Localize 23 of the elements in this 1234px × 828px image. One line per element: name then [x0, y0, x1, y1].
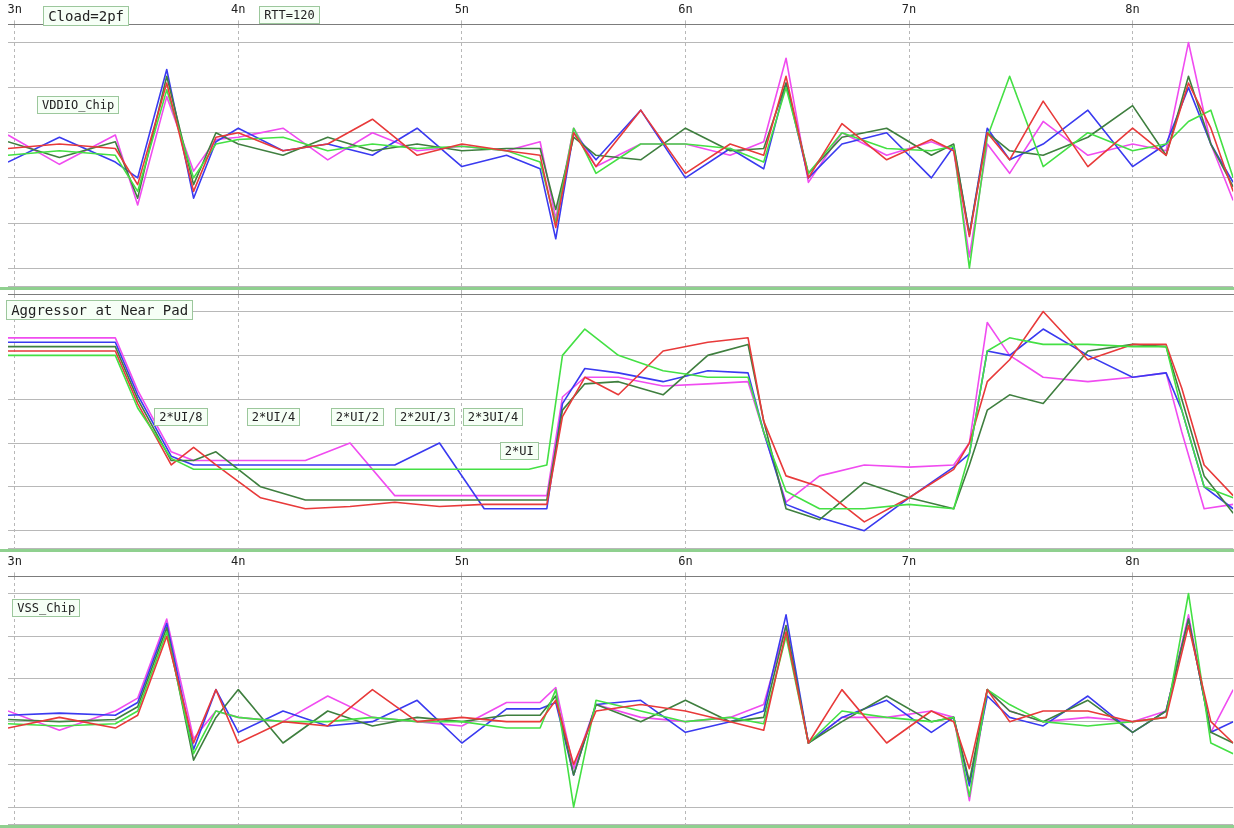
annotation: 2*UI/8	[154, 407, 208, 426]
x-tick-label: 7n	[901, 2, 917, 17]
x-tick-label: 7n	[901, 554, 917, 569]
x-tick-label: 4n	[231, 554, 246, 569]
annotation: 2*3UI/4	[462, 407, 524, 426]
annotation: VDDIO_Chip	[37, 95, 120, 114]
text: Cload=2pf	[43, 5, 130, 26]
x-tick-label: 5n	[454, 2, 470, 17]
x-tick-label: 5n	[454, 554, 470, 569]
annotation: 2*2UI/3	[394, 407, 456, 426]
x-tick-label: 6n	[678, 2, 693, 17]
x-tick-label: 3n	[7, 2, 22, 17]
annotation: 2*UI	[499, 441, 539, 460]
text: RTT=120	[259, 5, 320, 24]
x-tick-label: 3n	[7, 554, 22, 569]
x-tick-label: 6n	[678, 554, 693, 569]
annotation: 2*UI/2	[330, 407, 385, 426]
annotation: VSS_Chip	[12, 598, 81, 617]
x-tick-label: 8n	[1125, 554, 1140, 569]
annotation: Aggressor at Near Pad	[6, 300, 194, 321]
x-tick-label: 4n	[231, 2, 246, 17]
x-tick-label: 8n	[1125, 2, 1140, 17]
annotation: 2*UI/4	[246, 407, 301, 426]
